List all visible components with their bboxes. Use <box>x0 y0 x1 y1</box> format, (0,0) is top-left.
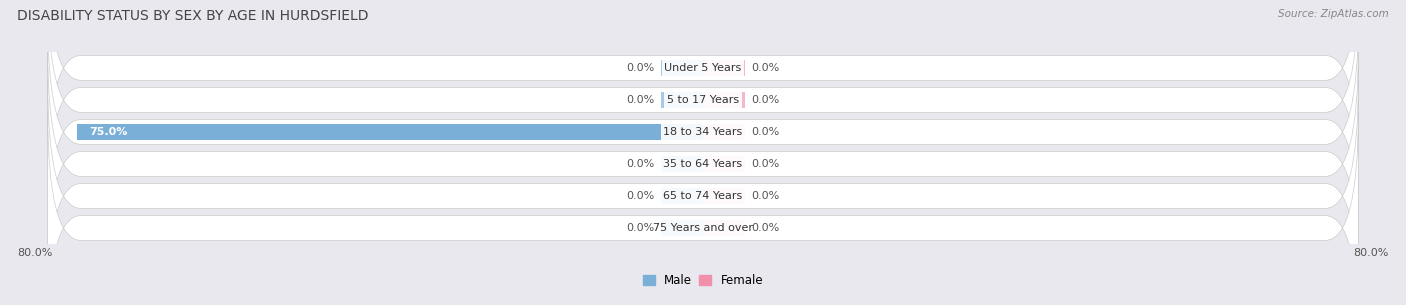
Bar <box>703 220 745 236</box>
Text: 75.0%: 75.0% <box>90 127 128 137</box>
Bar <box>661 156 703 172</box>
Text: Source: ZipAtlas.com: Source: ZipAtlas.com <box>1278 9 1389 19</box>
Text: 0.0%: 0.0% <box>626 63 655 73</box>
Text: 0.0%: 0.0% <box>626 191 655 201</box>
Text: 75 Years and over: 75 Years and over <box>652 223 754 233</box>
Text: 0.0%: 0.0% <box>626 223 655 233</box>
Text: DISABILITY STATUS BY SEX BY AGE IN HURDSFIELD: DISABILITY STATUS BY SEX BY AGE IN HURDS… <box>17 9 368 23</box>
FancyBboxPatch shape <box>48 0 1358 216</box>
Bar <box>703 156 745 172</box>
Text: 35 to 64 Years: 35 to 64 Years <box>664 159 742 169</box>
Bar <box>661 59 703 76</box>
Bar <box>703 124 745 140</box>
Bar <box>661 188 703 204</box>
FancyBboxPatch shape <box>48 48 1358 280</box>
Text: 65 to 74 Years: 65 to 74 Years <box>664 191 742 201</box>
Text: 0.0%: 0.0% <box>751 63 780 73</box>
Text: 0.0%: 0.0% <box>751 95 780 105</box>
Text: 5 to 17 Years: 5 to 17 Years <box>666 95 740 105</box>
Text: 18 to 34 Years: 18 to 34 Years <box>664 127 742 137</box>
Text: 0.0%: 0.0% <box>751 127 780 137</box>
FancyBboxPatch shape <box>48 16 1358 248</box>
Text: 0.0%: 0.0% <box>751 191 780 201</box>
Legend: Male, Female: Male, Female <box>638 269 768 292</box>
Text: 0.0%: 0.0% <box>626 159 655 169</box>
Text: 0.0%: 0.0% <box>751 159 780 169</box>
Text: 0.0%: 0.0% <box>751 223 780 233</box>
Bar <box>661 220 703 236</box>
Bar <box>661 92 703 108</box>
Bar <box>703 59 745 76</box>
Bar <box>703 92 745 108</box>
Text: 0.0%: 0.0% <box>626 95 655 105</box>
FancyBboxPatch shape <box>48 80 1358 305</box>
Bar <box>77 124 703 140</box>
FancyBboxPatch shape <box>48 0 1358 184</box>
Text: Under 5 Years: Under 5 Years <box>665 63 741 73</box>
FancyBboxPatch shape <box>48 112 1358 305</box>
Bar <box>703 188 745 204</box>
